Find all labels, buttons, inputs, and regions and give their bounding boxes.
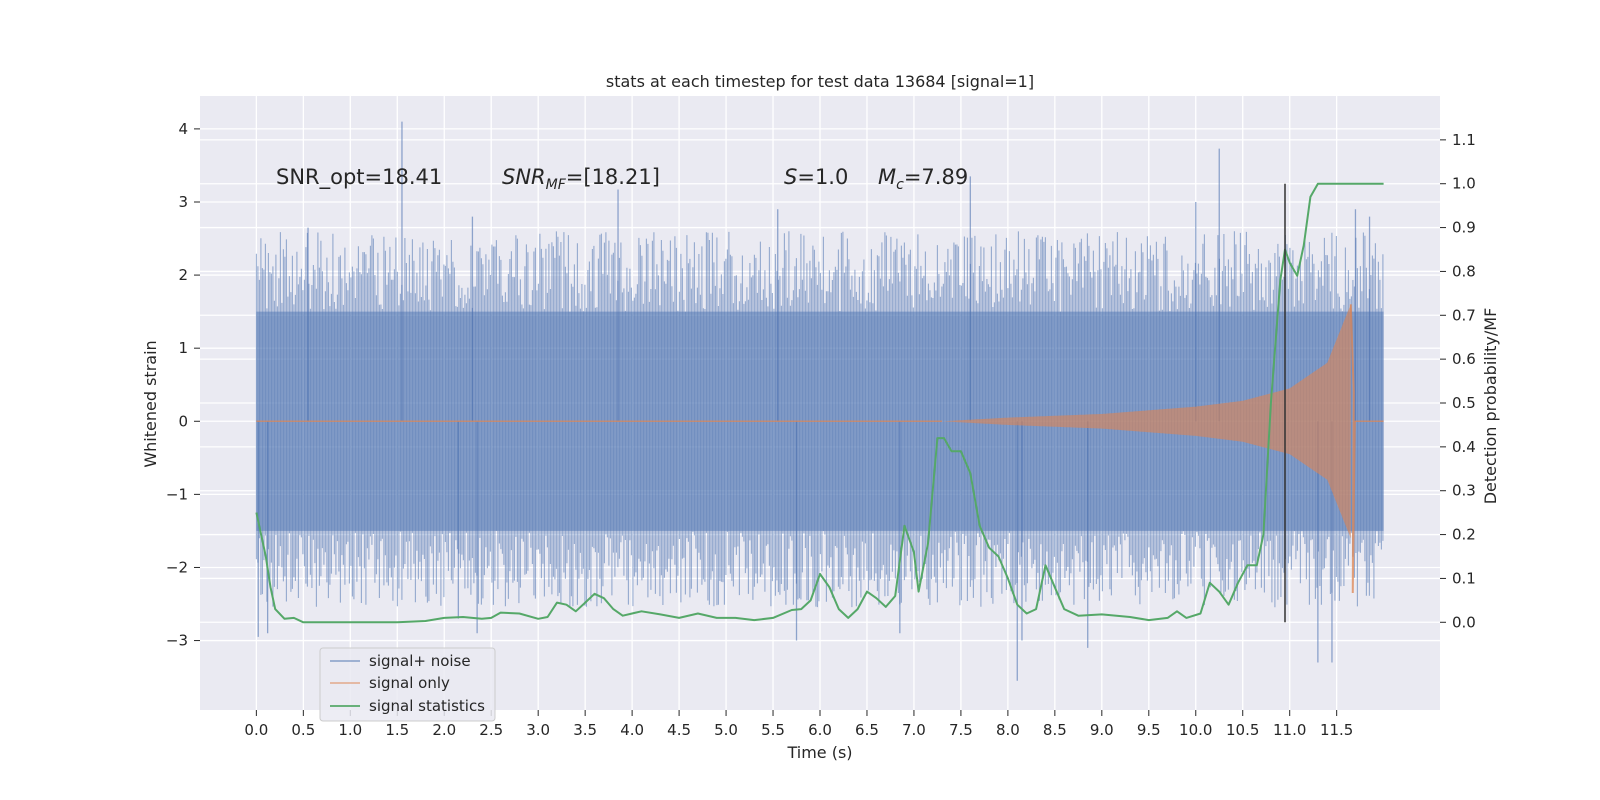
y-tick-label-right: 0.1 [1452, 569, 1476, 587]
x-tick-label: 8.0 [996, 721, 1020, 739]
annotation-snr-mf-main: SNR [502, 165, 546, 189]
legend-box [319, 647, 496, 722]
annotation-s: S=1.0 [784, 165, 848, 189]
x-tick-label: 7.5 [949, 721, 973, 739]
x-tick-label: 1.0 [338, 721, 362, 739]
x-tick-label: 6.5 [855, 721, 879, 739]
y-tick-label-right: 0.4 [1452, 438, 1476, 456]
y-tick-label-left: 3 [178, 193, 188, 211]
annotation-mc: Mc=7.89 [878, 165, 968, 193]
x-tick-label: 2.5 [479, 721, 503, 739]
x-tick-label: 9.5 [1137, 721, 1161, 739]
x-tick-label: 5.0 [714, 721, 738, 739]
x-tick-label: 5.5 [761, 721, 785, 739]
y-axis-label-left: Whitened strain [141, 340, 160, 467]
signal-only-series [256, 304, 1384, 594]
statistics-line [255, 182, 1384, 624]
x-tick-label: 6.0 [808, 721, 832, 739]
x-tick-label: 3.0 [526, 721, 550, 739]
signal-chirp [942, 304, 1351, 539]
y-tick-label-left: −2 [166, 558, 188, 576]
signal-merger [1349, 304, 1356, 594]
y-tick-label-right: 0.0 [1452, 613, 1476, 631]
annotation-mc-sub: c [896, 177, 904, 193]
chart-title: stats at each timestep for test data 136… [606, 72, 1034, 91]
x-tick-label: 4.0 [620, 721, 644, 739]
y-tick-label-right: 0.5 [1452, 394, 1476, 412]
y-tick-label-left: 2 [178, 266, 188, 284]
y-tick-label-right: 1.0 [1452, 175, 1476, 193]
annotation-snr-opt: SNR_opt=18.41 [276, 165, 442, 190]
x-tick-label: 7.0 [902, 721, 926, 739]
y-tick-label-right: 0.6 [1452, 350, 1476, 368]
x-tick-label: 4.5 [667, 721, 691, 739]
x-tick-label: 0.0 [244, 721, 268, 739]
y-tick-label-left: 1 [178, 339, 188, 357]
annotation-mc-rest: =7.89 [904, 165, 968, 189]
legend-label-stats: signal statistics [369, 697, 485, 715]
x-axis-label: Time (s) [786, 743, 852, 762]
x-tick-label: 10.0 [1179, 721, 1212, 739]
y-tick-label-right: 0.7 [1452, 306, 1476, 324]
axis-ticks: 0.0 0.5 1.0 1.5 2.0 2.5 3.0 3.5 4.0 4.5 5.0 5.5 6.0 6… [166, 120, 1476, 739]
x-tick-label: 1.5 [385, 721, 409, 739]
x-tick-label: 11.5 [1320, 721, 1353, 739]
x-tick-label: 10.5 [1226, 721, 1259, 739]
legend-label-noise: signal+ noise [369, 652, 471, 670]
y-tick-label-left: 0 [178, 412, 188, 430]
y-tick-label-left: 4 [178, 120, 188, 138]
y-axis-label-right: Detection probability/MF [1481, 308, 1500, 505]
x-tick-label: 3.5 [573, 721, 597, 739]
y-tick-label-right: 0.9 [1452, 219, 1476, 237]
annotation-s-rest: =1.0 [797, 165, 848, 189]
y-tick-label-right: 0.3 [1452, 482, 1476, 500]
annotation-mc-main: M [878, 165, 896, 189]
x-tick-label: 9.0 [1090, 721, 1114, 739]
y-tick-label-right: 1.1 [1452, 131, 1476, 149]
legend: signal+ noise signal only signal statist… [319, 647, 496, 722]
y-tick-label-right: 0.8 [1452, 262, 1476, 280]
annotation-snr-mf: SNRMF=[18.21] [502, 165, 660, 193]
y-tick-label-right: 0.2 [1452, 526, 1476, 544]
x-tick-label: 2.0 [432, 721, 456, 739]
annotation-snr-mf-rest: =[18.21] [566, 165, 660, 189]
y-tick-label-left: −3 [166, 632, 188, 650]
signal-statistics-series [255, 182, 1384, 624]
x-tick-label: 8.5 [1043, 721, 1067, 739]
legend-label-signal: signal only [369, 674, 450, 692]
y-tick-label-left: −1 [166, 485, 188, 503]
annotation-s-main: S [784, 165, 797, 189]
x-tick-label: 0.5 [291, 721, 315, 739]
annotation-snr-mf-sub: MF [546, 177, 567, 193]
x-tick-label: 11.0 [1273, 721, 1306, 739]
